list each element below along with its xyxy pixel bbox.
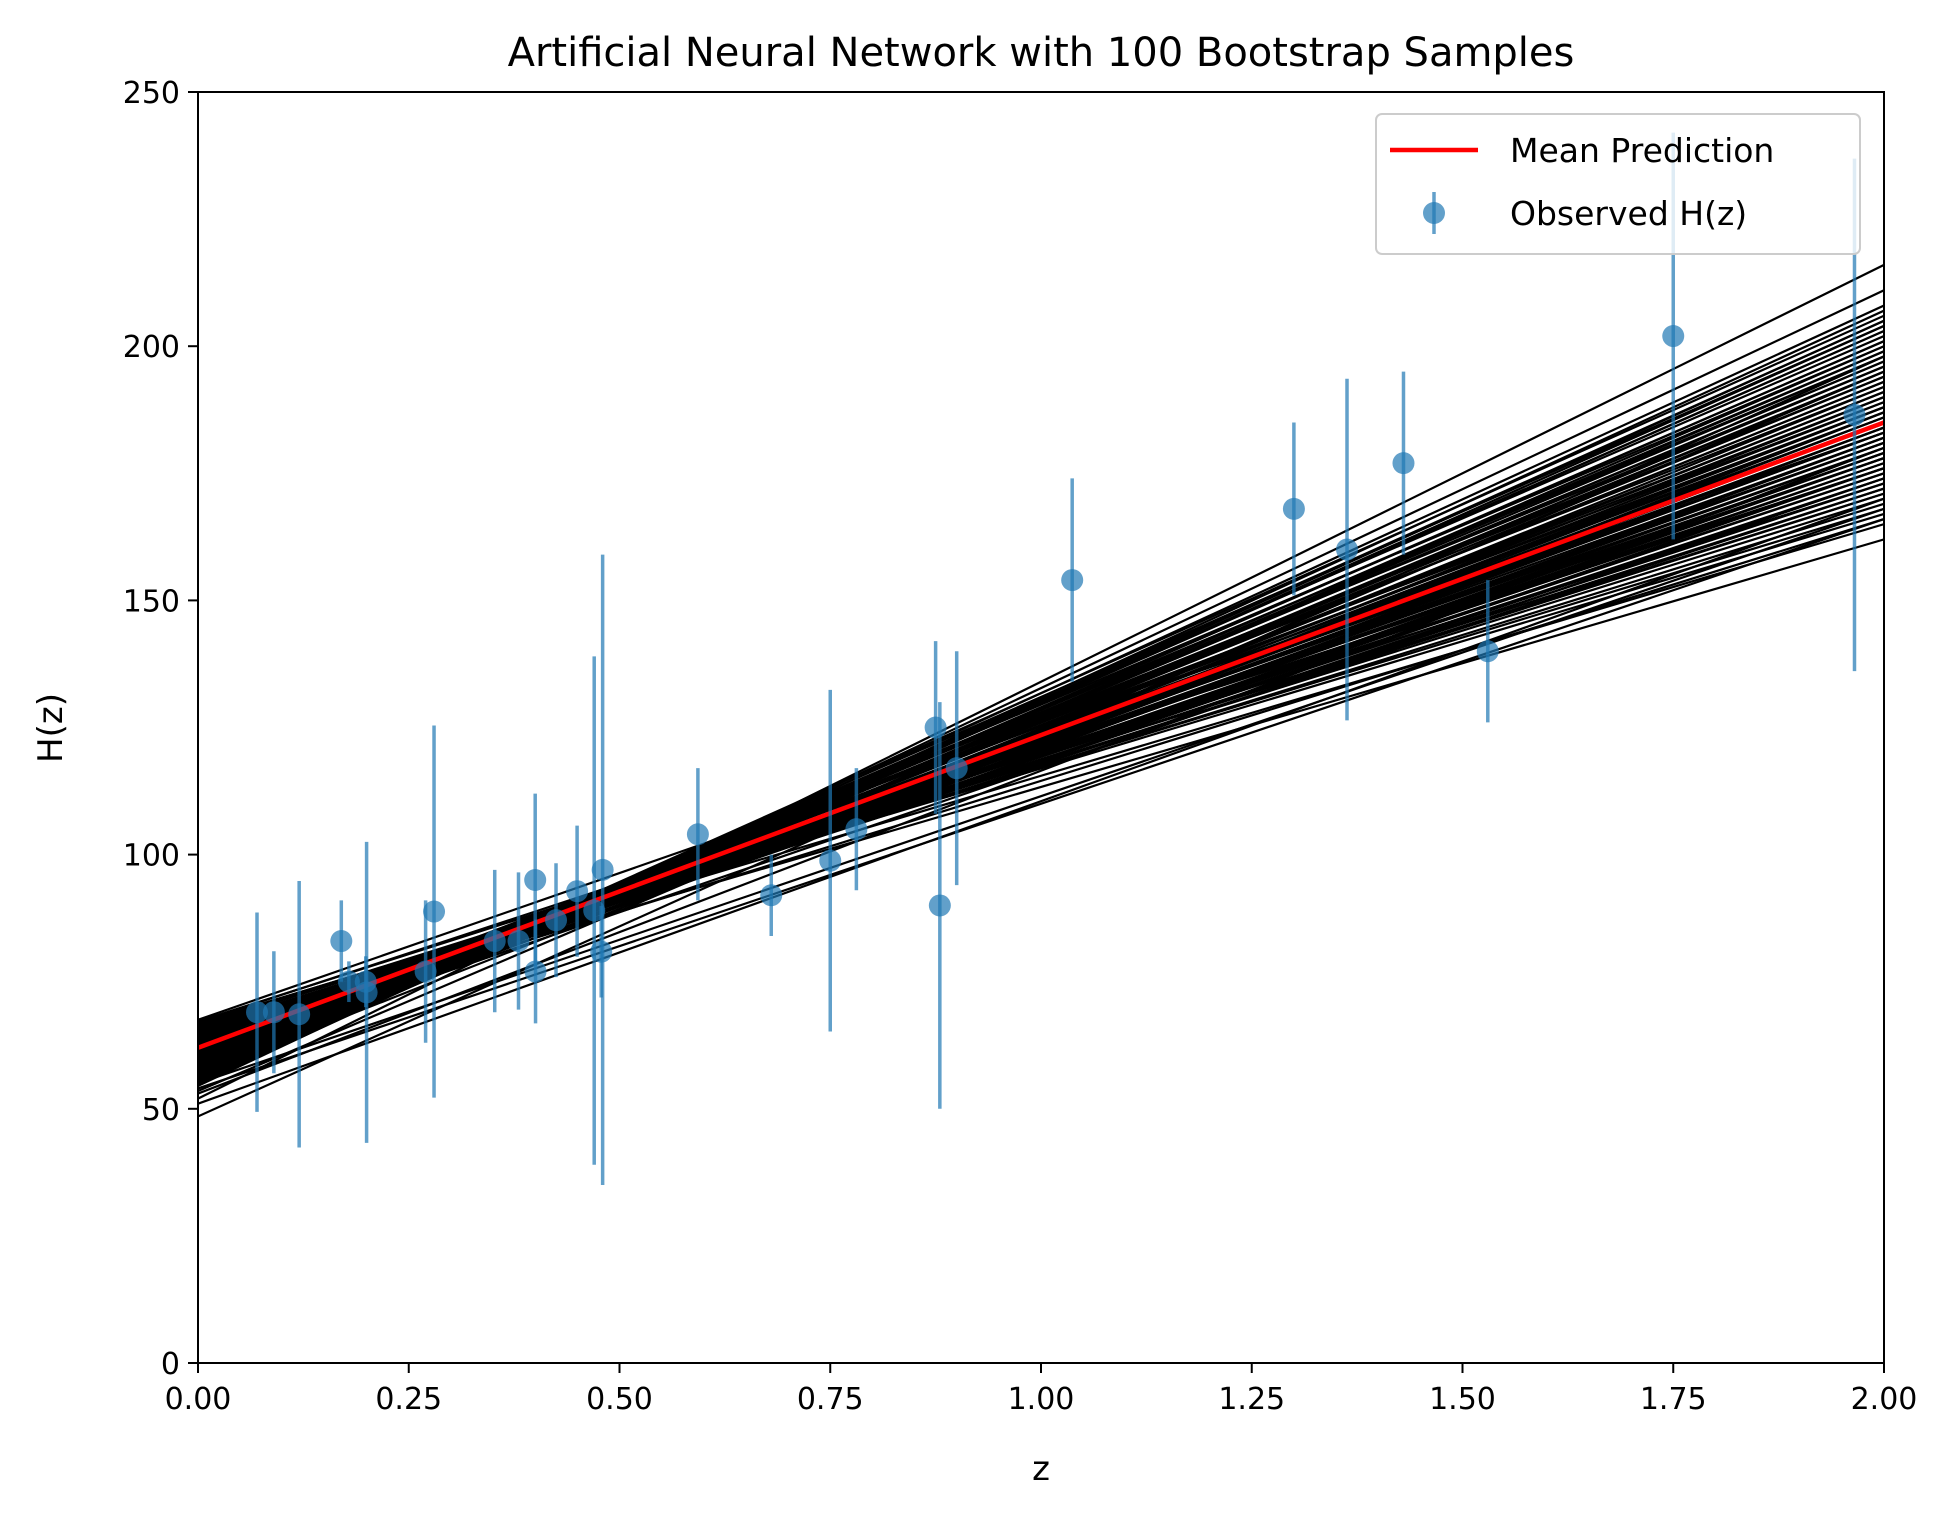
legend-box <box>1375 113 1861 255</box>
y-tick-label: 100 <box>123 839 180 874</box>
legend-observed-label: Observed H(z) <box>1510 194 1747 233</box>
x-tick-label: 2.00 <box>1851 1382 1918 1417</box>
bootstrap-line <box>198 502 1884 1030</box>
bootstrap-line <box>198 518 1884 1090</box>
observed-point <box>1061 569 1084 592</box>
observed-point <box>1476 640 1499 663</box>
legend: Mean Prediction Observed H(z) <box>1375 113 1861 255</box>
bootstrap-line <box>198 492 1884 1026</box>
x-tick-label: 1.00 <box>1008 1382 1075 1417</box>
bootstrap-line <box>198 512 1884 1024</box>
observed-point <box>423 900 446 923</box>
x-tick-label: 0.75 <box>797 1382 864 1417</box>
mean-prediction-line <box>198 420 1884 1050</box>
bootstrap-line <box>198 370 1884 1071</box>
observed-point <box>1392 452 1415 475</box>
legend-mean-label: Mean Prediction <box>1510 131 1774 170</box>
observed-point <box>262 1001 285 1024</box>
x-tick-label: 1.25 <box>1218 1382 1285 1417</box>
observed-point <box>246 1001 269 1024</box>
observed-point <box>1662 325 1685 348</box>
observed-point <box>760 884 783 907</box>
plot-area <box>198 132 1884 1186</box>
y-tick-label: 200 <box>123 330 180 365</box>
bootstrap-line <box>198 482 1884 1023</box>
observed-point <box>1336 538 1359 561</box>
observed-point <box>524 869 547 892</box>
observed-point <box>591 858 614 881</box>
observed-point <box>524 960 547 983</box>
observed-point <box>566 880 589 903</box>
x-tick-label: 0.00 <box>165 1382 232 1417</box>
x-axis-ticks: 0.00 0.25 0.50 0.75 1.00 1.25 1.50 1.75 2.00 <box>165 1363 1918 1417</box>
bootstrap-line <box>198 309 1884 1086</box>
y-tick-label: 50 <box>142 1093 180 1128</box>
x-axis-label: z <box>1032 1449 1050 1489</box>
x-tick-label: 1.50 <box>1429 1382 1496 1417</box>
y-tick-label: 0 <box>161 1347 180 1382</box>
x-tick-label: 1.75 <box>1640 1382 1707 1417</box>
observed-point <box>819 849 842 872</box>
legend-observed-marker <box>1423 202 1445 224</box>
observed-point <box>945 757 968 780</box>
observed-point <box>686 823 709 846</box>
observed-point <box>355 981 378 1004</box>
bootstrap-line <box>198 507 1884 1085</box>
x-tick-label: 0.25 <box>375 1382 442 1417</box>
y-tick-label: 250 <box>123 76 180 111</box>
y-axis-label: H(z) <box>31 693 71 763</box>
chart-title: Artificial Neural Network with 100 Boots… <box>508 30 1575 76</box>
observed-point <box>1282 497 1305 520</box>
observed-point <box>337 970 360 993</box>
observed-point <box>545 909 568 932</box>
bootstrap-line <box>198 411 1884 1076</box>
x-tick-label: 0.50 <box>586 1382 653 1417</box>
observed-point <box>845 818 868 841</box>
y-tick-label: 150 <box>123 584 180 619</box>
observed-point <box>924 716 947 739</box>
observed-point <box>288 1003 311 1026</box>
mean-prediction <box>198 420 1884 1050</box>
observed-point <box>414 960 437 983</box>
y-axis-ticks: 0 50 100 150 200 250 <box>123 76 198 1382</box>
bootstrap-lines <box>198 263 1884 1118</box>
observed-point <box>1843 403 1866 426</box>
observed-point <box>507 930 530 953</box>
observed-point <box>483 930 506 953</box>
observed-point <box>330 930 353 953</box>
observed-point <box>928 894 951 917</box>
